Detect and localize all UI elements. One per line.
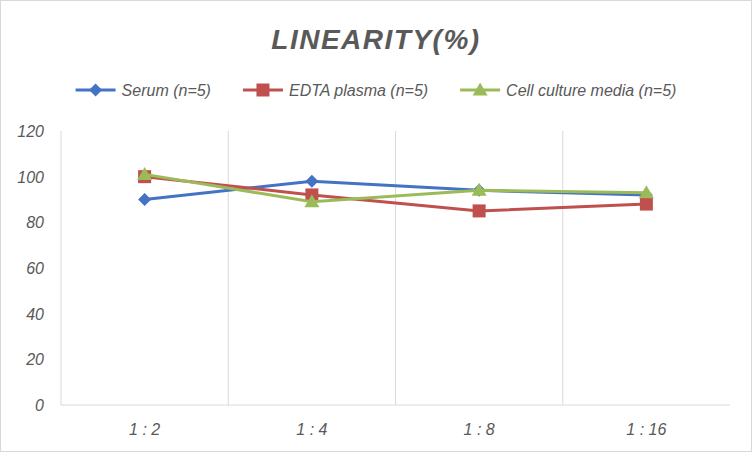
data-point (639, 185, 654, 198)
data-point (473, 204, 486, 217)
grid-line (395, 131, 396, 405)
y-axis (61, 131, 62, 405)
legend: Serum (n=5) EDTA plasma (n=5) Cell culture… (76, 82, 677, 99)
data-point (640, 198, 653, 211)
y-tick-label: 60 (26, 260, 44, 277)
y-tick-label: 100 (17, 169, 44, 186)
data-point (138, 193, 151, 206)
data-point (305, 175, 318, 188)
x-axis (61, 405, 730, 406)
plot-area (137, 167, 654, 218)
legend-marker (473, 83, 488, 96)
chart-container: LINEARITY(%) 0 20 40 60 80 100 120 1 : 2 1 : 4 1 :… (0, 0, 752, 452)
chart-svg: LINEARITY(%) 0 20 40 60 80 100 120 1 : 2 1 : 4 1 :… (0, 0, 752, 452)
x-tick-label: 1 : 16 (626, 421, 666, 438)
title: LINEARITY(%) (271, 24, 480, 55)
x-tick-label: 1 : 2 (129, 421, 160, 438)
legend-item: Serum (n=5) (76, 82, 211, 99)
x-tick-label: 1 : 8 (464, 421, 495, 438)
grid-line (228, 131, 229, 405)
legend-marker (256, 84, 269, 97)
y-tick-label: 80 (26, 214, 44, 231)
data-point (137, 167, 152, 180)
series-line (145, 177, 647, 211)
y-tick-label: 20 (25, 351, 44, 368)
legend-label: EDTA plasma (n=5) (289, 82, 428, 99)
grid-line (562, 131, 563, 405)
data-point (304, 194, 319, 207)
legend-item: Cell culture media (n=5) (460, 82, 676, 99)
y-tick-label: 0 (35, 397, 44, 414)
chart-border (1, 1, 752, 452)
y-tick-label: 120 (17, 123, 44, 140)
legend-item: EDTA plasma (n=5) (243, 82, 428, 99)
legend-label: Serum (n=5) (122, 82, 211, 99)
x-tick-label: 1 : 4 (296, 421, 327, 438)
legend-marker (89, 84, 102, 97)
y-tick-label: 40 (26, 306, 44, 323)
series-line (145, 174, 647, 201)
data-point (472, 183, 487, 196)
legend-label: Cell culture media (n=5) (506, 82, 676, 99)
